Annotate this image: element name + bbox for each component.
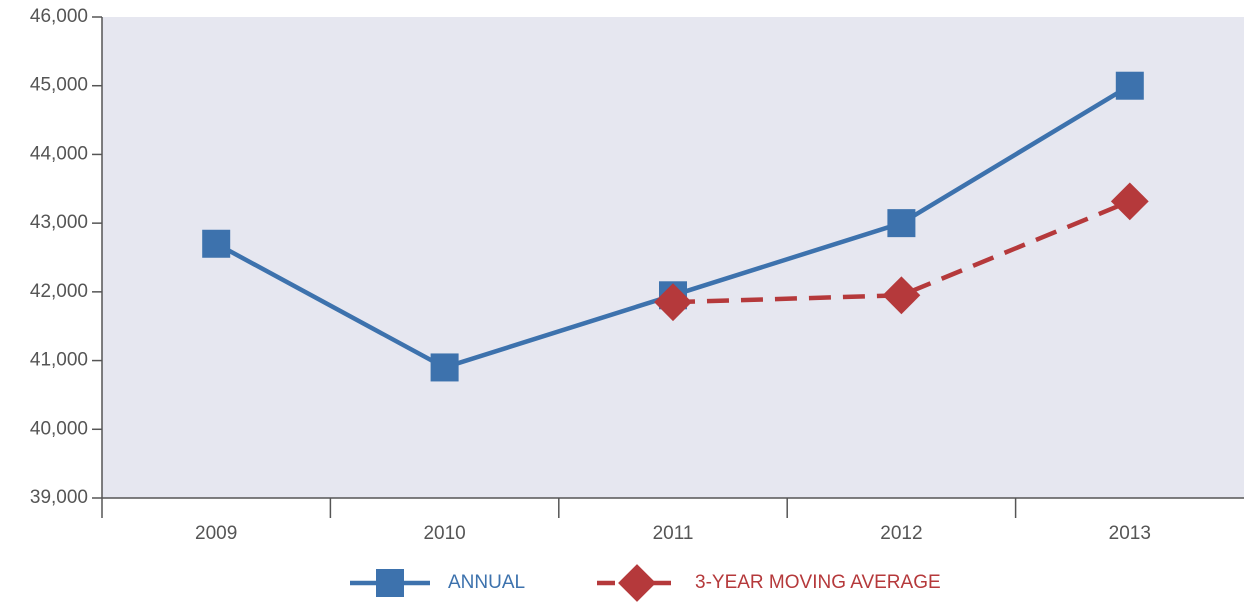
- data-point: [882, 276, 921, 315]
- legend-label: ANNUAL: [448, 572, 525, 593]
- data-point: [1115, 71, 1144, 100]
- data-point: [430, 353, 459, 382]
- plot-area: [102, 17, 1244, 498]
- y-tick-label: 46,000: [30, 6, 88, 27]
- data-point: [1110, 182, 1149, 221]
- legend-marker: [376, 569, 404, 597]
- x-tick-label: 2011: [653, 523, 694, 544]
- y-tick-label: 44,000: [30, 143, 88, 164]
- data-point: [654, 283, 692, 322]
- legend-marker: [618, 564, 656, 602]
- x-tick-label: 2012: [880, 523, 922, 544]
- y-tick-label: 43,000: [30, 212, 88, 233]
- y-tick-label: 40,000: [30, 418, 88, 439]
- y-tick-label: 45,000: [30, 75, 88, 96]
- y-tick-label: 41,000: [30, 350, 88, 371]
- legend-label: 3-YEAR MOVING AVERAGE: [695, 572, 941, 593]
- x-tick-label: 2009: [195, 523, 237, 544]
- y-tick-label: 39,000: [30, 487, 88, 508]
- y-tick-label: 42,000: [30, 281, 88, 302]
- data-point: [202, 229, 231, 258]
- data-point: [887, 209, 916, 238]
- x-tick-label: 2010: [423, 523, 465, 544]
- x-tick-label: 2013: [1109, 523, 1151, 544]
- series-line: [672, 199, 1131, 305]
